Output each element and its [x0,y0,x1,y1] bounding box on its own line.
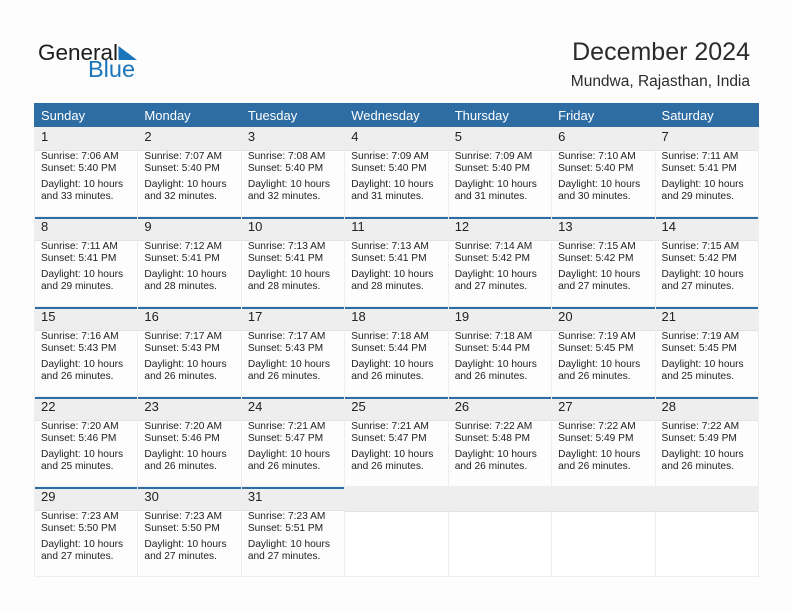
svg-text:Blue: Blue [88,56,135,82]
